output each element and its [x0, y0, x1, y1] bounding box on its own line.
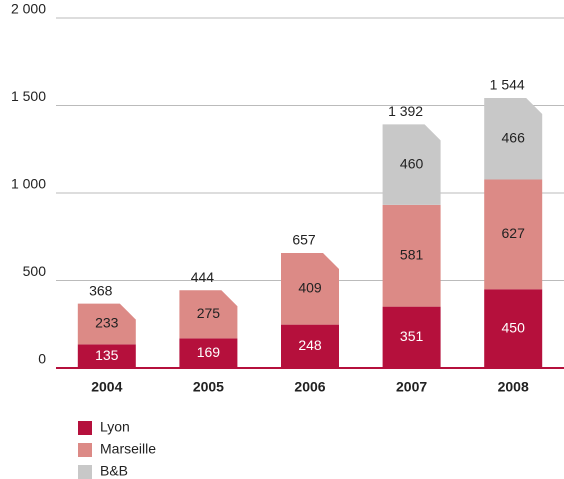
legend-label: B&B — [100, 463, 128, 479]
y-tick-label: 1 000 — [11, 176, 46, 192]
x-tick-label: 2006 — [294, 379, 325, 395]
bar-segment — [281, 324, 339, 368]
data-label: 169 — [197, 344, 221, 360]
x-tick-label: 2007 — [396, 379, 427, 395]
x-tick-label: 2004 — [91, 379, 122, 395]
data-label: 627 — [502, 225, 526, 241]
bar-segment — [179, 338, 238, 368]
data-label: 351 — [400, 328, 424, 344]
bar-segment — [382, 124, 441, 205]
bar-segment — [484, 179, 543, 290]
legend-swatch — [78, 421, 92, 435]
data-label: 450 — [502, 319, 526, 335]
data-label: 135 — [95, 347, 119, 363]
legend-label: Marseille — [100, 441, 156, 457]
legend-label: Lyon — [100, 419, 130, 435]
legend-swatch — [78, 465, 92, 479]
bar-segment — [382, 204, 441, 307]
data-label: 409 — [298, 280, 322, 296]
bar-segment — [281, 253, 339, 325]
total-label: 444 — [191, 269, 215, 285]
bar-segment — [484, 289, 543, 368]
bar-segment — [77, 303, 136, 345]
data-label: 460 — [400, 155, 424, 171]
y-tick-label: 500 — [23, 263, 47, 279]
total-label: 657 — [292, 232, 316, 248]
data-label: 275 — [197, 305, 221, 321]
data-label: 581 — [400, 246, 424, 262]
bar-segment — [179, 290, 238, 339]
data-label: 466 — [502, 129, 526, 145]
total-label: 1 392 — [388, 103, 423, 119]
y-tick-label: 0 — [38, 351, 46, 367]
bar-segment — [77, 344, 136, 368]
bar-segment — [484, 97, 543, 180]
data-label: 233 — [95, 315, 119, 331]
bar-segment — [382, 306, 441, 368]
data-label: 248 — [298, 337, 322, 353]
total-label: 368 — [89, 282, 113, 298]
legend-swatch — [78, 443, 92, 457]
y-tick-label: 2 000 — [11, 1, 46, 17]
x-tick-label: 2005 — [193, 379, 224, 395]
y-tick-label: 1 500 — [11, 88, 46, 104]
total-label: 1 544 — [490, 77, 525, 93]
x-tick-label: 2008 — [498, 379, 529, 395]
